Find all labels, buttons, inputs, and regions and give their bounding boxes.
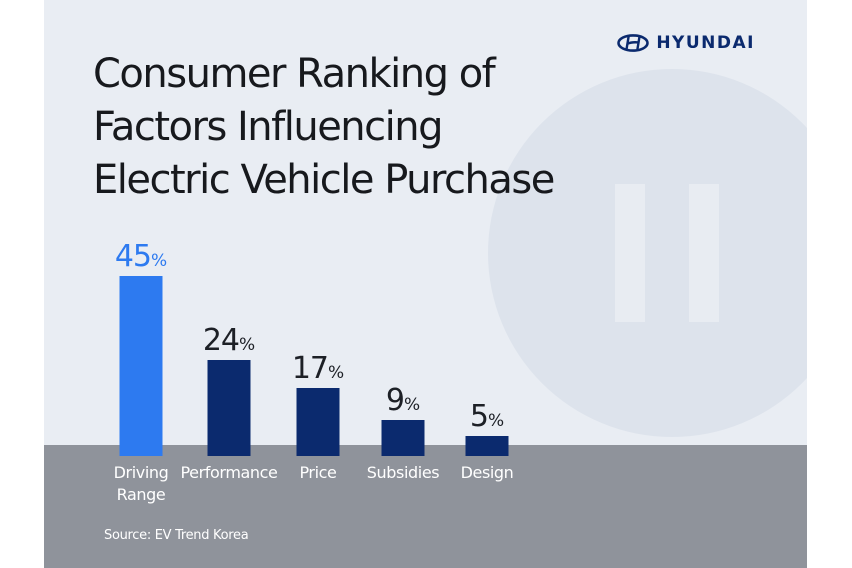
category-label-2: Price	[299, 463, 336, 482]
data-label-4: 5%	[470, 399, 504, 434]
brand-name: HYUNDAI	[656, 32, 755, 53]
category-label-0: Driving Range	[114, 463, 169, 504]
brand-logo: HYUNDAI	[617, 34, 755, 52]
background-pause-bar-right	[689, 184, 719, 322]
bar-1	[207, 360, 251, 456]
category-label-4: Design	[461, 463, 514, 482]
data-label-1: 24%	[203, 323, 255, 358]
data-label-3: 9%	[386, 383, 420, 418]
background-circle	[488, 69, 807, 437]
bar-0	[119, 276, 163, 456]
hyundai-emblem-icon	[617, 34, 650, 52]
bar-2	[296, 388, 340, 456]
bar-3	[381, 420, 425, 456]
title-line-2: Factors Influencing	[93, 104, 443, 150]
source-note: Source: EV Trend Korea	[104, 528, 249, 543]
infographic-card: HYUNDAI Consumer Ranking of Factors Infl…	[44, 0, 807, 568]
data-label-0: 45%	[115, 239, 167, 274]
chart-title: Consumer Ranking of Factors Influencing …	[93, 48, 555, 207]
title-line-1: Consumer Ranking of	[93, 51, 496, 97]
category-label-1: Performance	[181, 463, 278, 482]
bar-4	[465, 436, 509, 456]
background-pause-bar-left	[615, 184, 645, 322]
title-line-3: Electric Vehicle Purchase	[93, 157, 555, 203]
ground-band	[44, 445, 807, 568]
category-label-3: Subsidies	[367, 463, 439, 482]
bar-chart: 45% Driving Range 24% Performance 17% Price 9% S…	[114, 239, 514, 504]
data-label-2: 17%	[292, 351, 344, 386]
